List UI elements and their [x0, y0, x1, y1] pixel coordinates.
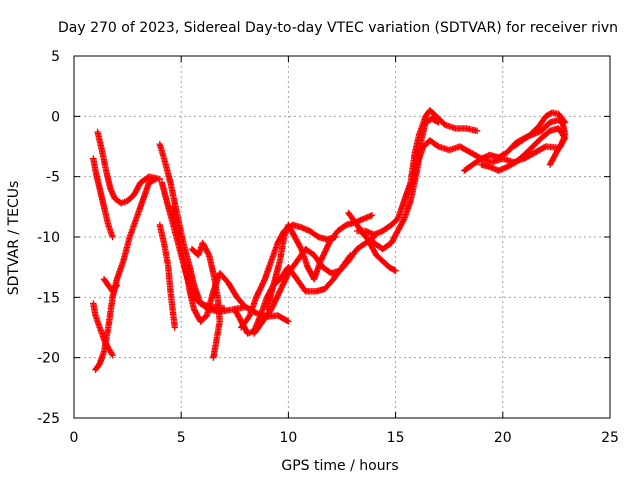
x-tick-label: 0: [70, 430, 79, 446]
plus-markers: [510, 109, 569, 150]
series-s2: [94, 128, 163, 207]
grid: [74, 56, 610, 418]
plus-markers: [92, 175, 159, 373]
y-tick-label: -5: [46, 170, 60, 186]
y-tick-label: 5: [51, 49, 60, 65]
chart-title: Day 270 of 2023, Sidereal Day-to-day VTE…: [58, 20, 618, 36]
plus-markers: [100, 276, 121, 295]
plus-markers: [169, 203, 249, 325]
series-s4: [92, 175, 159, 373]
y-tick-label: -20: [37, 351, 60, 367]
series-s10: [188, 239, 223, 361]
series-s20: [478, 125, 569, 174]
data-marks: [90, 107, 569, 373]
y-tick-label: -25: [37, 411, 60, 427]
plus-markers: [478, 125, 569, 174]
y-tick-label: 0: [51, 109, 60, 125]
series-s8: [156, 221, 178, 331]
plus-markers: [90, 155, 116, 241]
x-tick-label: 25: [601, 430, 619, 446]
plus-markers: [263, 212, 376, 313]
series-s5: [100, 276, 121, 295]
y-axis-label: SDTVAR / TECUs: [6, 181, 22, 296]
x-tick-label: 20: [494, 430, 512, 446]
x-tick-label: 10: [279, 430, 297, 446]
y-tick-label: -10: [37, 230, 60, 246]
plus-markers: [345, 115, 442, 253]
series-s14: [263, 212, 376, 313]
x-tick-label: 5: [177, 430, 186, 446]
plus-markers: [156, 221, 178, 331]
series-s9: [169, 203, 249, 325]
x-axis-label: GPS time / hours: [281, 458, 398, 474]
series-s17: [366, 239, 399, 274]
y-tick-label: -15: [37, 290, 60, 306]
plus-markers: [94, 128, 163, 207]
series-s15: [345, 115, 442, 253]
plus-markers: [366, 239, 399, 274]
plus-markers: [250, 233, 378, 337]
plus-markers: [188, 239, 223, 361]
axis-ticks: 0 5 10 15 20 25 5 0 -5 -10 -15 -20 -25: [37, 49, 619, 446]
series-s1: [90, 155, 116, 241]
series-s21: [510, 109, 569, 150]
series-s13: [250, 233, 378, 337]
x-tick-label: 15: [387, 430, 405, 446]
